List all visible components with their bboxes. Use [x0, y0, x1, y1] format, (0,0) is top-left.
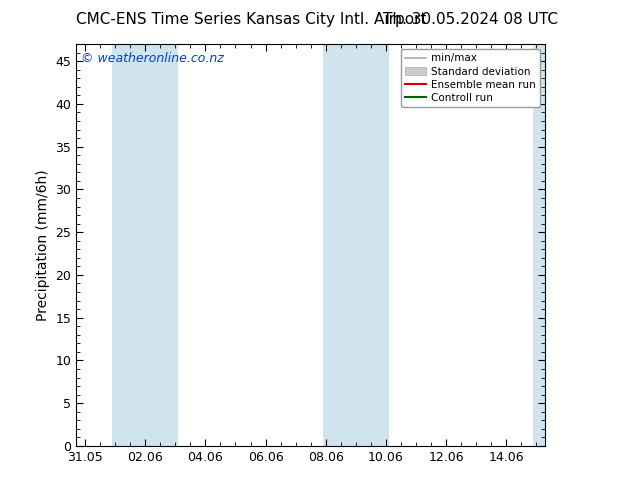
Legend: min/max, Standard deviation, Ensemble mean run, Controll run: min/max, Standard deviation, Ensemble me… — [401, 49, 540, 107]
Text: © weatheronline.co.nz: © weatheronline.co.nz — [81, 52, 224, 65]
Text: Th. 30.05.2024 08 UTC: Th. 30.05.2024 08 UTC — [383, 12, 558, 27]
Bar — [533, 44, 545, 446]
Bar — [323, 44, 389, 446]
Bar — [112, 44, 178, 446]
Y-axis label: Precipitation (mm/6h): Precipitation (mm/6h) — [36, 169, 50, 321]
Text: CMC-ENS Time Series Kansas City Intl. Airport: CMC-ENS Time Series Kansas City Intl. Ai… — [76, 12, 427, 27]
